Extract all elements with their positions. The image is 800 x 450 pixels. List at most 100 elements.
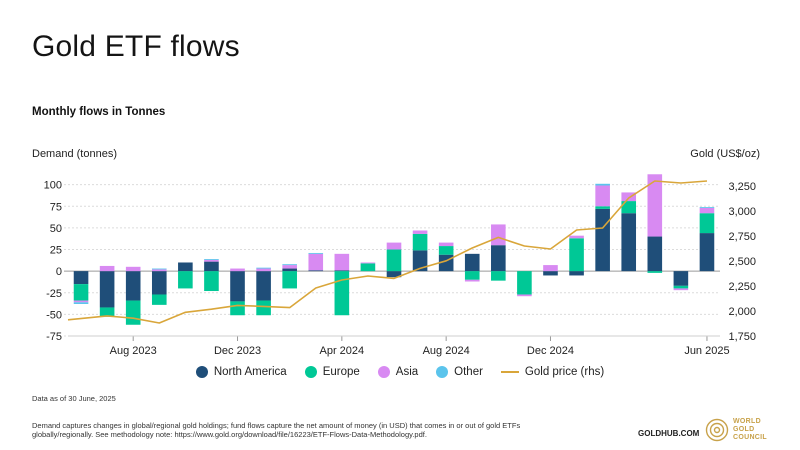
bar-segment (517, 294, 532, 297)
right-tick-label: 3,250 (728, 181, 756, 193)
bar-segment (517, 271, 532, 295)
bar-segment (73, 284, 89, 301)
bar-segment (230, 268, 245, 272)
bar-segment (73, 271, 89, 285)
bar-segment (125, 300, 141, 325)
bar-segment (282, 265, 297, 269)
bar-segment (151, 271, 167, 295)
legend-swatch (195, 366, 208, 378)
legend-label: North America (213, 366, 287, 378)
bar-segment (699, 233, 715, 272)
bar-segment (647, 236, 663, 272)
logo-text: WORLD GOLD COUNCIL (733, 418, 767, 441)
right-axis-label: Gold (US$/oz) (690, 148, 760, 160)
bar-segment (673, 271, 689, 286)
bar-segment (412, 230, 428, 234)
bar-segment (569, 235, 584, 239)
bar-segment (256, 268, 271, 272)
bar-segment (125, 271, 141, 301)
bar-segment (621, 213, 637, 272)
bar-segment (282, 268, 297, 272)
bar-segment (204, 271, 219, 292)
right-tick-label: 2,750 (728, 231, 756, 243)
bar-segment (99, 265, 115, 272)
bar-segment (673, 285, 689, 289)
legend-swatch (377, 366, 390, 378)
bar-segment (282, 271, 297, 289)
left-tick-label: 0 (56, 266, 62, 278)
legend-item-gold-price: Gold price (rhs) (500, 366, 604, 378)
legend-label: Europe (322, 366, 360, 378)
left-tick-label: 25 (50, 245, 62, 257)
bar-segment (699, 207, 715, 208)
data-date-note: Data as of 30 June, 2025 (32, 394, 116, 403)
left-tick-label: -50 (46, 309, 62, 321)
bar-segment (386, 242, 402, 250)
bar-segment (178, 271, 193, 289)
x-tick-label: Dec 2023 (214, 345, 261, 357)
bar-segment (178, 262, 193, 272)
bar-segment (699, 208, 715, 214)
bar-segment (647, 271, 663, 273)
right-tick-label: 3,000 (728, 206, 756, 218)
bar-segment (204, 259, 219, 260)
legend-swatch (500, 371, 519, 373)
bar-segment (386, 249, 402, 272)
bar-segment (204, 259, 219, 262)
bar-segment (543, 265, 558, 272)
bar-segment (230, 271, 245, 302)
legend-swatch (304, 366, 317, 378)
bar-segment (125, 266, 141, 272)
left-tick-label: -75 (46, 331, 62, 343)
legend-item-other: Other (436, 366, 483, 378)
x-tick-label: Apr 2024 (320, 345, 365, 357)
bar-segment (491, 224, 506, 246)
left-axis-label: Demand (tonnes) (32, 148, 117, 160)
bar-segment (491, 245, 506, 272)
bar-segment (151, 268, 167, 270)
right-tick-label: 2,000 (728, 306, 756, 318)
site-link[interactable]: GOLDHUB.COM (638, 429, 700, 438)
chart-subtitle: Monthly flows in Tonnes (32, 106, 166, 118)
world-gold-council-logo: WORLD GOLD COUNCIL (705, 418, 767, 442)
legend-label: Other (454, 366, 483, 378)
bar-segment (256, 267, 271, 269)
bar-segment (673, 288, 689, 291)
bar-segment (360, 263, 376, 272)
bar-segment (543, 271, 558, 276)
right-tick-label: 2,500 (728, 256, 756, 268)
bar-segment (204, 261, 219, 272)
bar-segment (412, 233, 428, 251)
bar-segment (151, 294, 167, 305)
bar-segment (464, 271, 480, 280)
bar-segment (99, 307, 115, 317)
bar-segment (595, 185, 610, 207)
bar-segment (282, 264, 297, 266)
legend-item-north-america: North America (195, 366, 287, 378)
bar-segment (230, 301, 245, 316)
bar-segment (99, 271, 115, 308)
left-tick-label: -25 (46, 288, 62, 300)
methodology-note: Demand captures changes in global/region… (32, 421, 521, 439)
chart-legend: North America Europe Asia Other Gold pri… (0, 366, 800, 378)
bar-segment (438, 246, 454, 255)
bar-segment (569, 238, 584, 272)
bar-segment (308, 270, 324, 272)
left-tick-label: 100 (44, 180, 62, 192)
bar-segment (412, 250, 428, 272)
bar-segment (569, 271, 584, 276)
bar-segment (360, 262, 376, 264)
bar-segment (621, 192, 637, 202)
x-tick-label: Aug 2023 (110, 345, 157, 357)
x-tick-label: Aug 2024 (423, 345, 470, 357)
bar-segment (438, 242, 454, 247)
legend-item-asia: Asia (377, 366, 418, 378)
bar-segment (647, 174, 663, 237)
bar-segment (256, 300, 271, 316)
legend-swatch (436, 366, 449, 378)
bar-segment (621, 201, 637, 214)
bar-segment (308, 253, 324, 271)
gold-price-line (67, 180, 708, 324)
bar-segment (334, 270, 350, 272)
